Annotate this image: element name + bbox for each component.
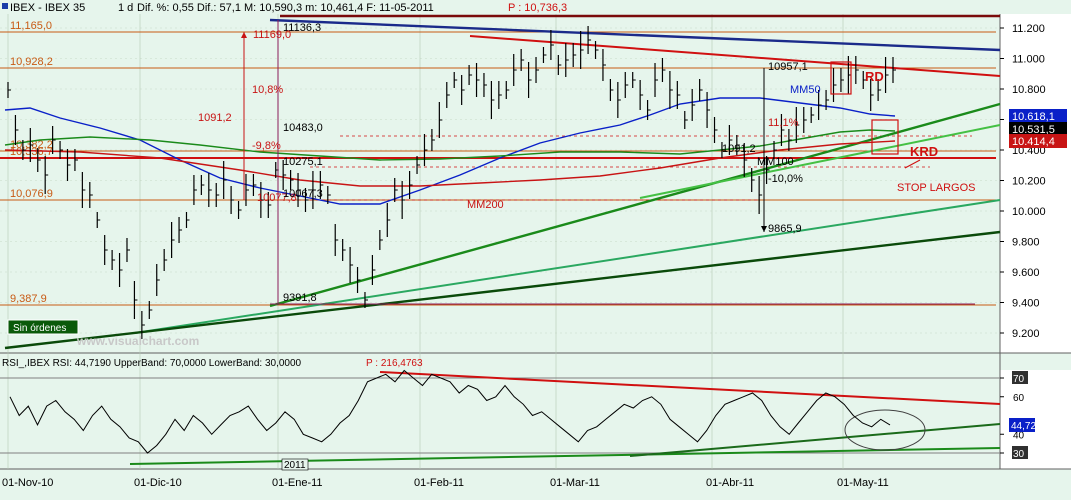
annotation-label: MM200	[467, 199, 504, 211]
window-icon	[2, 3, 8, 9]
rsi-value-box	[1009, 418, 1035, 432]
rsi-tick-label: 40	[1013, 430, 1025, 441]
level-label: 10,336,7	[10, 146, 53, 158]
header-info: Dif. %: 0,55 Dif.: 57,1 M: 10,590,3 m: 1…	[137, 2, 434, 14]
x-tick-label: 01-May-11	[837, 477, 889, 489]
rsi-circle	[844, 409, 926, 451]
rsi-trendline-green2	[629, 423, 1001, 457]
annotation-label: 1091,2	[722, 143, 756, 155]
trendline-red	[469, 35, 1001, 77]
year-label: 2011	[284, 460, 306, 471]
y-tick-label: 9.400	[1012, 298, 1040, 310]
header-interval: 1 d	[118, 2, 133, 14]
annotation-label: 11136,3	[283, 22, 321, 34]
annotation-label: 9865,9	[768, 223, 802, 235]
price-bars	[7, 26, 896, 339]
price-axis-panel	[1000, 14, 1071, 353]
annotation-label: 11,1%	[768, 117, 799, 129]
price-tag-label: 10.618,1	[1012, 111, 1055, 123]
annotation-label: 9391,8	[283, 292, 317, 304]
y-tick-label: 9.200	[1012, 328, 1040, 340]
header-price-label: P : 10,736,3	[508, 2, 567, 14]
sin-ordenes-button[interactable]	[7, 319, 79, 335]
rsi-tick-label: 60	[1013, 393, 1025, 404]
trendline-seagreen	[134, 199, 1001, 334]
trendline-lightgreen	[639, 124, 1001, 199]
annotation-label: MM100	[757, 156, 794, 168]
x-tick-label: 01-Dic-10	[134, 477, 182, 489]
watermark: www.visualchart.com	[76, 334, 199, 348]
x-tick-label: 01-Abr-11	[706, 477, 754, 489]
y-tick-label: 10.800	[1012, 84, 1046, 96]
y-tick-label: 11.200	[1012, 23, 1045, 35]
x-tick-label: 01-Feb-11	[414, 477, 464, 489]
rsi-header: RSI_,IBEX RSI: 44,7190 UpperBand: 70,000…	[2, 358, 302, 369]
trendline-blue	[269, 18, 1001, 52]
trendline-green	[269, 102, 1001, 308]
level-label: 10,928,2	[10, 56, 53, 68]
x-tick-label: 01-Ene-11	[272, 477, 323, 489]
annotation-label: 10483,0	[283, 122, 323, 134]
annotation-label: 10275,1	[283, 156, 323, 168]
arrow-down	[761, 226, 767, 232]
rsi-trendline-red	[379, 371, 1001, 405]
x-tick-label: 01-Nov-10	[2, 477, 53, 489]
annotation-label: 10077,8	[257, 192, 297, 204]
annotation-label: -9,8%	[252, 140, 281, 152]
rsi-trendline-green	[129, 447, 1001, 465]
level-label: 10,076,9	[10, 188, 53, 200]
annotation-label: -10,0%	[768, 173, 803, 185]
price-tag-box	[1009, 122, 1067, 136]
y-tick-label: 10.000	[1012, 206, 1046, 218]
annotation-label: KRD	[910, 144, 938, 159]
annotation-label: MM50	[790, 84, 821, 96]
year-box	[281, 458, 309, 471]
arrow-up	[241, 32, 247, 38]
annotation-label: STOP LARGOS	[897, 182, 975, 194]
annotation-label: 11169,0	[253, 29, 291, 41]
level-label: 9,387,9	[10, 293, 47, 305]
rsi-value-label: 44,72	[1011, 421, 1036, 432]
rsi-line	[9, 369, 891, 454]
rsi-price-label: P : 216,4763	[366, 358, 423, 369]
mm200-line	[4, 140, 896, 187]
rsi-tick-box	[1012, 371, 1028, 384]
x-tick-label: 01-Mar-11	[550, 477, 600, 489]
price-tag-box	[1009, 109, 1067, 123]
y-tick-label: 11.000	[1012, 54, 1045, 66]
y-tick-label: 10.200	[1012, 176, 1046, 188]
rsi-tick-box	[1012, 446, 1028, 459]
price-tag-label: 10.414,4	[1012, 136, 1055, 148]
annotation-label: RD	[865, 69, 884, 84]
annotation-label: 10,8%	[252, 84, 283, 96]
sin-ordenes-label: Sin órdenes	[13, 323, 66, 334]
rsi-tick-label: 70	[1013, 374, 1025, 385]
rsi-tick-label: 30	[1013, 449, 1025, 460]
trendline-darkgreen	[4, 230, 1001, 350]
rd-box	[830, 61, 852, 95]
annotation-label: 1091,2	[198, 112, 232, 124]
mm100-line	[4, 129, 896, 161]
level-label: 11,165,0	[10, 20, 52, 32]
stop-pointer	[904, 159, 921, 169]
annotation-label: 10957,1	[768, 61, 808, 73]
krd-box	[871, 119, 899, 155]
price-tag-label: 10.531,5	[1012, 124, 1055, 136]
header-instrument: IBEX - IBEX 35	[10, 2, 85, 14]
price-tag-box	[1009, 134, 1067, 148]
annotation-label: 10067,3	[283, 188, 323, 200]
y-tick-label: 9.600	[1012, 267, 1040, 279]
y-tick-label: 9.800	[1012, 237, 1040, 249]
